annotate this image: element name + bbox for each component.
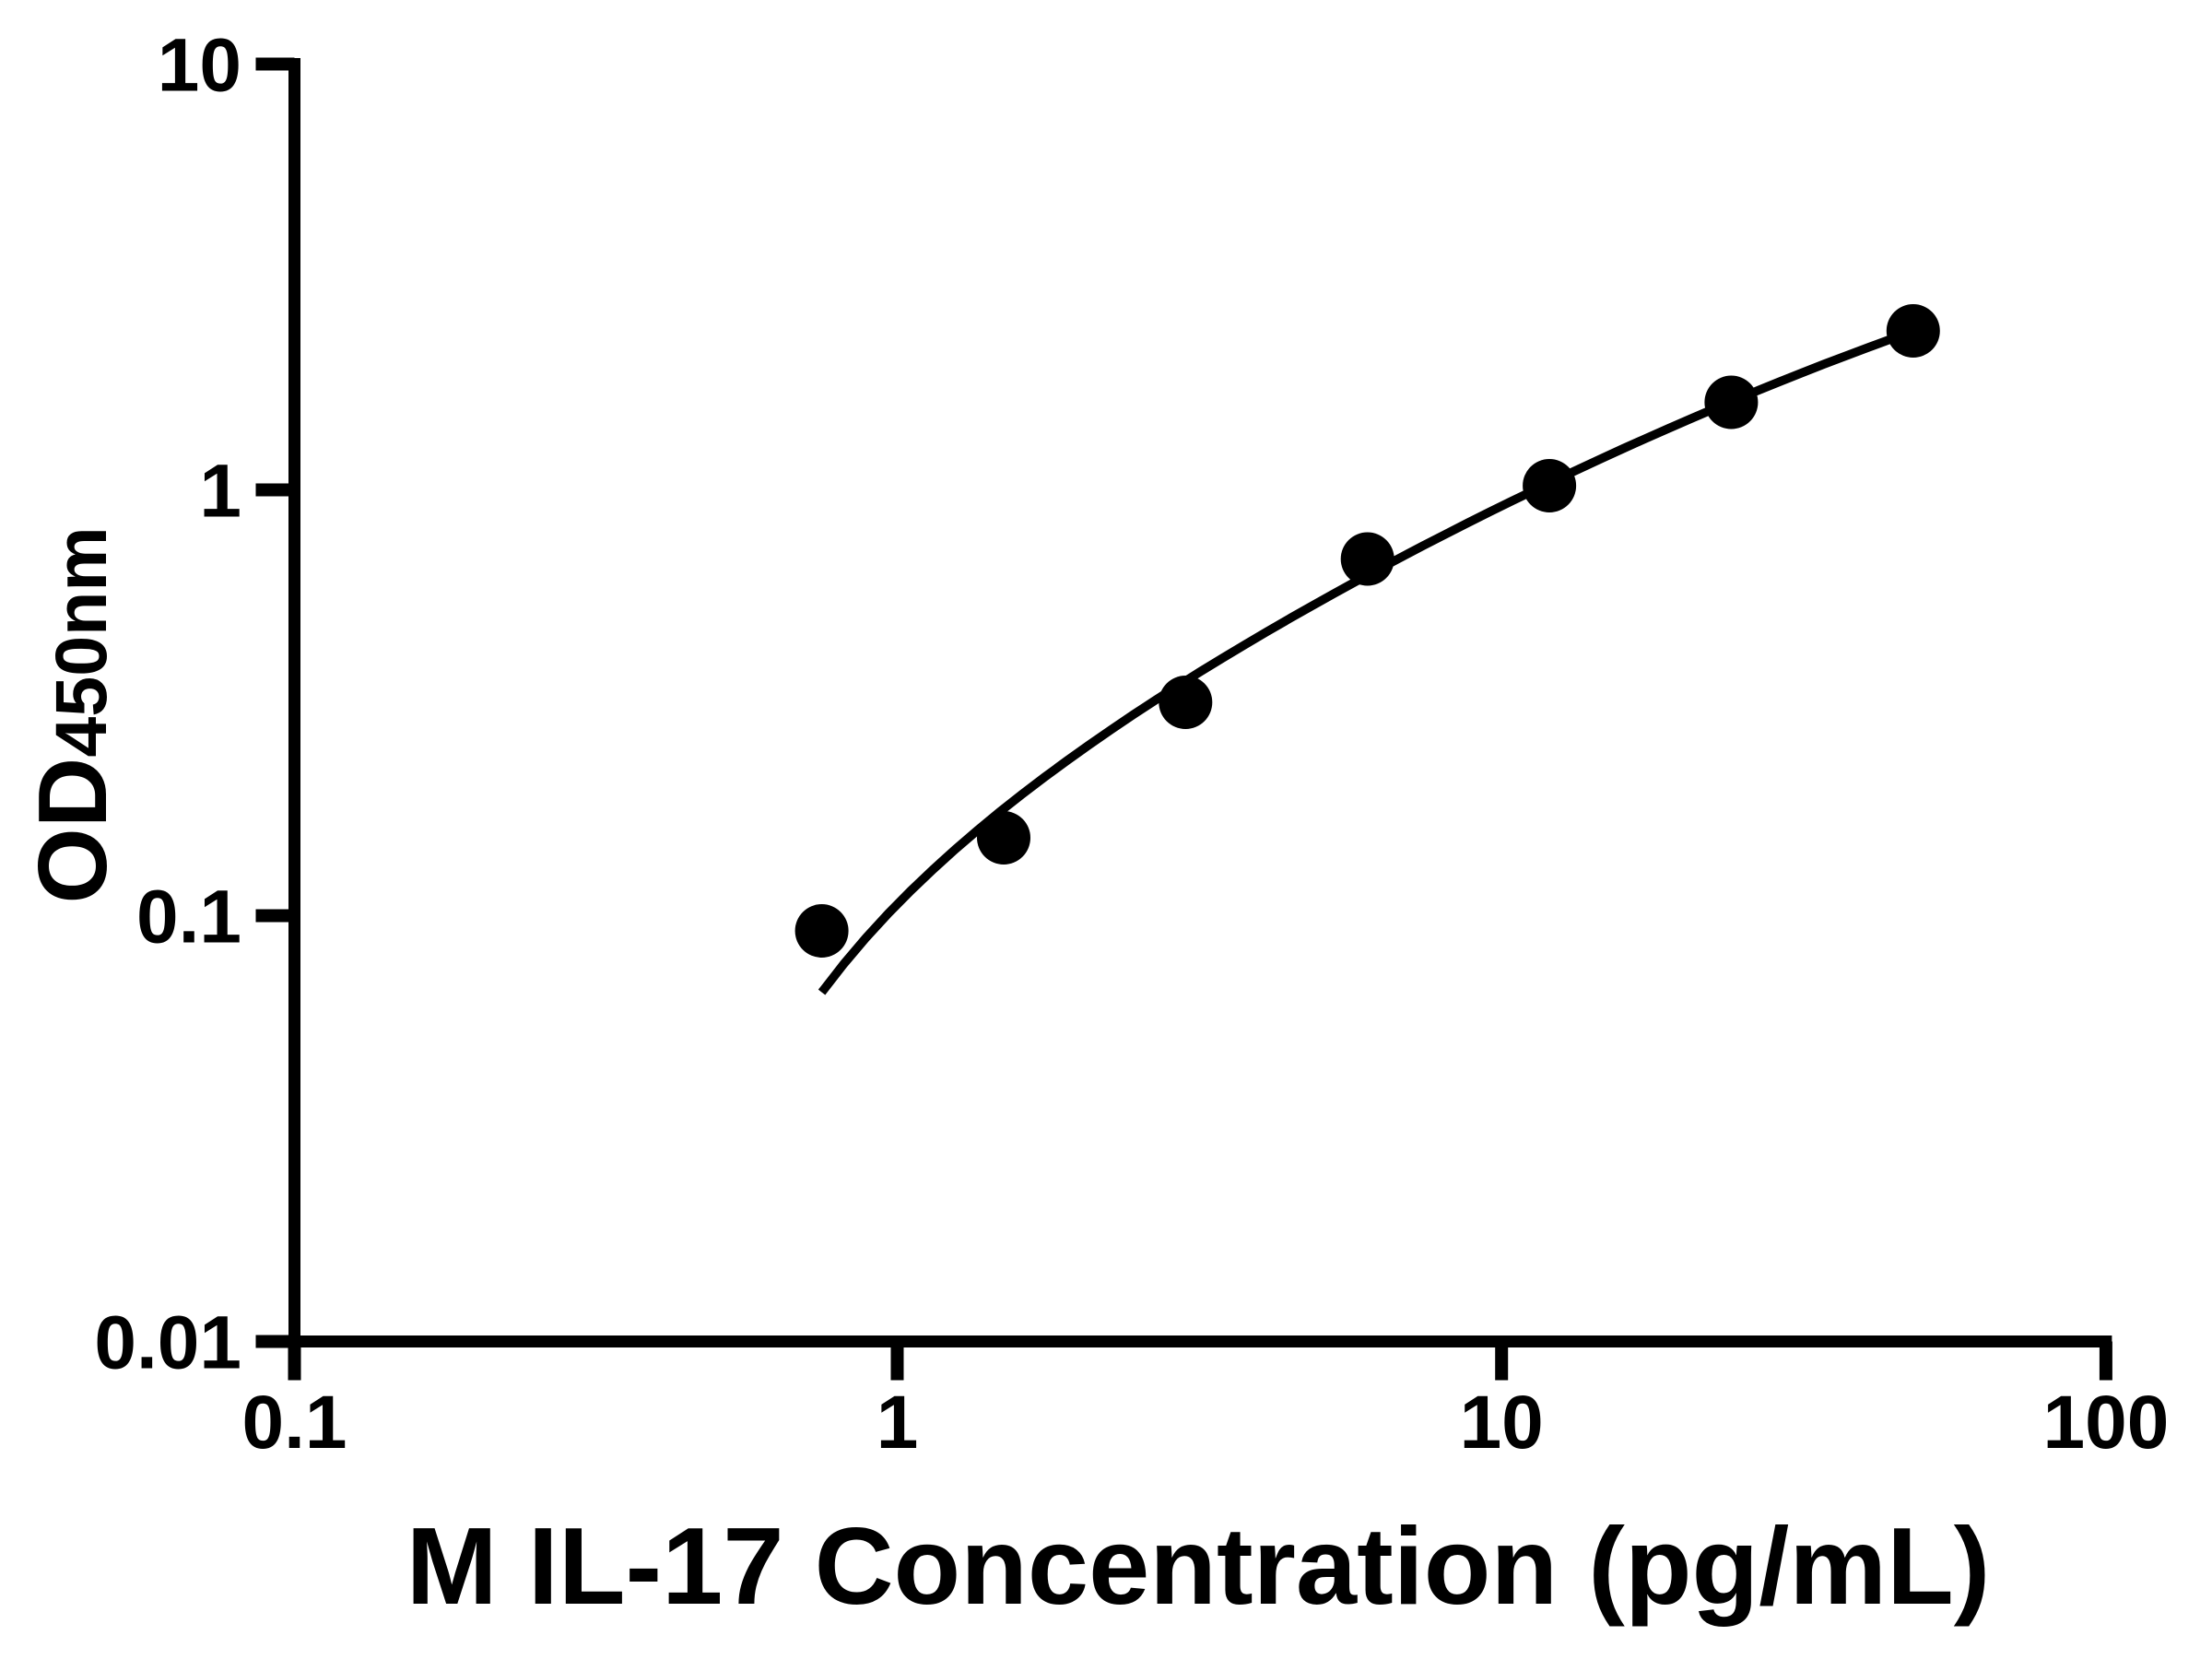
svg-text:100: 100 [2042,1381,2169,1465]
svg-text:0.1: 0.1 [136,876,241,959]
svg-text:0.1: 0.1 [242,1381,347,1465]
svg-text:OD450nm: OD450nm [18,526,127,903]
svg-text:1: 1 [877,1381,919,1465]
svg-text:M IL-17 Concentration (pg/mL): M IL-17 Concentration (pg/mL) [406,1505,1991,1628]
svg-text:1: 1 [199,450,241,534]
svg-text:0.01: 0.01 [94,1301,241,1385]
svg-text:10: 10 [158,24,241,108]
svg-text:10: 10 [1460,1381,1544,1465]
